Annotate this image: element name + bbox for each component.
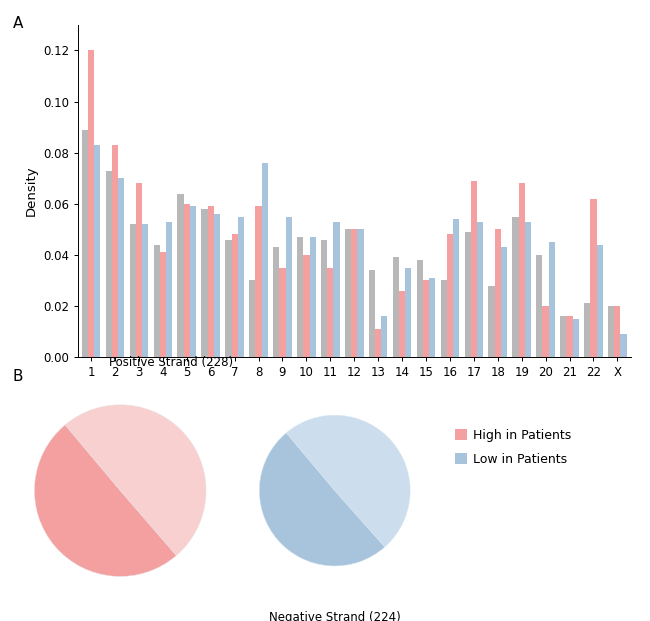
Bar	[88, 50, 94, 357]
Bar	[280, 268, 285, 357]
Bar	[597, 245, 603, 357]
Bar	[190, 206, 196, 357]
Bar	[285, 217, 292, 357]
Bar	[465, 232, 471, 357]
Bar	[297, 237, 304, 357]
Bar	[453, 219, 460, 357]
Bar	[129, 224, 136, 357]
Bar	[351, 229, 358, 357]
Bar	[309, 237, 316, 357]
Text: B: B	[13, 369, 23, 384]
Bar	[417, 260, 423, 357]
Bar	[375, 329, 382, 357]
Bar	[202, 209, 207, 357]
Bar	[262, 163, 268, 357]
Bar	[543, 306, 549, 357]
Bar	[590, 199, 597, 357]
Bar	[333, 222, 340, 357]
Bar	[519, 183, 525, 357]
Bar	[393, 257, 399, 357]
Wedge shape	[286, 415, 410, 547]
Bar	[536, 255, 543, 357]
Text: A: A	[13, 16, 23, 30]
Bar	[584, 304, 590, 357]
Bar	[255, 206, 262, 357]
Bar	[214, 214, 220, 357]
Bar	[238, 217, 244, 357]
Bar	[525, 222, 531, 357]
Bar	[573, 319, 579, 357]
Bar	[231, 234, 238, 357]
Bar	[249, 281, 255, 357]
Bar	[471, 181, 477, 357]
Bar	[273, 247, 280, 357]
Bar	[382, 316, 387, 357]
Bar	[560, 316, 566, 357]
Bar	[501, 247, 507, 357]
Bar	[358, 229, 363, 357]
Bar	[399, 291, 405, 357]
Bar	[488, 286, 495, 357]
Bar	[447, 234, 453, 357]
Legend: High in Patients, Low in Patients: High in Patients, Low in Patients	[455, 428, 572, 466]
Bar	[495, 229, 501, 357]
Bar	[207, 206, 214, 357]
Bar	[345, 229, 351, 357]
Bar	[106, 171, 112, 357]
Bar	[441, 281, 447, 357]
Bar	[608, 306, 614, 357]
Bar	[321, 240, 327, 357]
Bar	[405, 268, 411, 357]
Bar	[549, 242, 555, 357]
Bar	[429, 278, 436, 357]
Bar	[226, 240, 231, 357]
Text: Negative Strand (224): Negative Strand (224)	[269, 611, 400, 621]
Bar	[153, 245, 160, 357]
Wedge shape	[259, 433, 385, 566]
Bar	[369, 270, 375, 357]
Bar	[621, 334, 627, 357]
Bar	[94, 145, 101, 357]
Text: Positive Strand (228): Positive Strand (228)	[109, 356, 233, 369]
Bar	[614, 306, 621, 357]
Bar	[327, 268, 333, 357]
Bar	[82, 130, 88, 357]
Bar	[304, 255, 309, 357]
Bar	[136, 183, 142, 357]
Y-axis label: Density: Density	[24, 166, 37, 216]
Bar	[142, 224, 148, 357]
Bar	[512, 217, 519, 357]
Wedge shape	[65, 405, 206, 556]
Wedge shape	[34, 425, 176, 576]
Bar	[166, 222, 172, 357]
Bar	[112, 145, 118, 357]
Bar	[177, 194, 184, 357]
Bar	[118, 178, 124, 357]
Bar	[423, 281, 429, 357]
Bar	[566, 316, 573, 357]
Bar	[184, 204, 190, 357]
Bar	[477, 222, 483, 357]
Bar	[160, 252, 166, 357]
